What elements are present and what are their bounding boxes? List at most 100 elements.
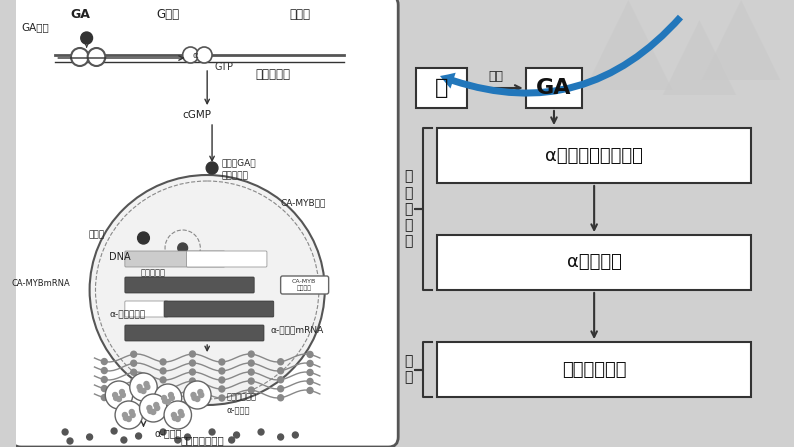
Circle shape xyxy=(160,368,166,374)
Circle shape xyxy=(233,432,240,438)
Text: 活化的GA信: 活化的GA信 xyxy=(222,158,256,167)
Circle shape xyxy=(137,384,142,389)
Text: GA: GA xyxy=(536,78,572,98)
Text: 转录和加工: 转录和加工 xyxy=(141,268,166,277)
Circle shape xyxy=(190,360,195,366)
Circle shape xyxy=(119,389,125,395)
Text: CA-MYB
转录因子: CA-MYB 转录因子 xyxy=(292,279,316,291)
Circle shape xyxy=(183,47,198,63)
Circle shape xyxy=(130,413,135,417)
Circle shape xyxy=(160,395,166,401)
Circle shape xyxy=(160,377,166,383)
Text: 胚: 胚 xyxy=(434,78,448,98)
Circle shape xyxy=(126,417,131,422)
Circle shape xyxy=(131,387,137,393)
Text: α－淀粉酶基因表达: α－淀粉酶基因表达 xyxy=(545,147,643,164)
Circle shape xyxy=(191,392,196,397)
Polygon shape xyxy=(663,20,736,95)
FancyBboxPatch shape xyxy=(125,251,225,267)
FancyBboxPatch shape xyxy=(280,276,329,294)
FancyBboxPatch shape xyxy=(125,301,168,317)
Circle shape xyxy=(67,438,73,444)
Circle shape xyxy=(148,409,152,413)
Circle shape xyxy=(117,396,121,401)
Text: 阻遏物: 阻遏物 xyxy=(88,231,104,240)
Circle shape xyxy=(249,387,254,393)
Circle shape xyxy=(151,409,156,414)
Circle shape xyxy=(307,379,313,384)
Circle shape xyxy=(292,432,299,438)
Circle shape xyxy=(175,437,181,443)
Text: 释放: 释放 xyxy=(488,69,503,83)
Circle shape xyxy=(115,401,142,429)
Text: GA: GA xyxy=(70,8,90,21)
Circle shape xyxy=(307,370,313,375)
Text: CA-MYB基因: CA-MYB基因 xyxy=(280,198,326,207)
FancyBboxPatch shape xyxy=(416,68,467,108)
Circle shape xyxy=(172,413,176,417)
Circle shape xyxy=(71,48,89,66)
FancyBboxPatch shape xyxy=(526,68,582,108)
FancyBboxPatch shape xyxy=(125,277,254,293)
Circle shape xyxy=(121,437,127,443)
FancyBboxPatch shape xyxy=(437,235,751,290)
Circle shape xyxy=(106,381,133,409)
Text: 催化淀粉水解: 催化淀粉水解 xyxy=(562,360,626,379)
Circle shape xyxy=(147,405,152,410)
Text: 糊粉层细胞: 糊粉层细胞 xyxy=(256,68,291,81)
Circle shape xyxy=(160,429,166,435)
Circle shape xyxy=(162,396,167,401)
Circle shape xyxy=(175,417,180,422)
Circle shape xyxy=(155,405,160,410)
Polygon shape xyxy=(702,0,781,80)
Circle shape xyxy=(178,243,187,253)
Circle shape xyxy=(114,396,118,401)
Text: α－淀粉酶: α－淀粉酶 xyxy=(567,253,622,271)
Circle shape xyxy=(219,377,225,383)
Text: α-淀粉酶: α-淀粉酶 xyxy=(154,428,182,438)
FancyBboxPatch shape xyxy=(437,128,751,183)
Circle shape xyxy=(249,378,254,384)
Circle shape xyxy=(131,378,137,384)
Circle shape xyxy=(145,384,150,389)
Circle shape xyxy=(219,395,225,401)
Text: α: α xyxy=(193,51,198,59)
Circle shape xyxy=(102,358,107,365)
Circle shape xyxy=(307,351,313,358)
Text: α-淀粉酶: α-淀粉酶 xyxy=(227,406,250,415)
Circle shape xyxy=(144,381,148,387)
Circle shape xyxy=(137,232,149,244)
Circle shape xyxy=(278,395,283,401)
Text: 细胞膜: 细胞膜 xyxy=(290,8,310,21)
Circle shape xyxy=(183,381,211,409)
Text: α-淀粉酶基因: α-淀粉酶基因 xyxy=(110,310,145,319)
Circle shape xyxy=(168,392,173,397)
Circle shape xyxy=(102,367,107,374)
Circle shape xyxy=(179,413,184,417)
FancyBboxPatch shape xyxy=(437,342,751,397)
FancyArrowPatch shape xyxy=(440,15,683,97)
Circle shape xyxy=(129,409,134,414)
Circle shape xyxy=(196,47,212,63)
Circle shape xyxy=(192,396,197,401)
Text: CA-MYBmRNA: CA-MYBmRNA xyxy=(11,278,70,287)
Circle shape xyxy=(111,428,117,434)
Circle shape xyxy=(164,401,191,429)
Text: G蛋白: G蛋白 xyxy=(156,8,179,21)
Circle shape xyxy=(195,396,200,401)
Circle shape xyxy=(206,162,218,174)
Circle shape xyxy=(102,395,107,401)
Circle shape xyxy=(249,369,254,375)
Circle shape xyxy=(121,392,125,397)
Text: 糊
粉
层
细
胞: 糊 粉 层 细 胞 xyxy=(404,169,413,249)
Circle shape xyxy=(131,360,137,366)
FancyBboxPatch shape xyxy=(125,325,264,341)
Circle shape xyxy=(154,384,182,412)
Text: GA受体: GA受体 xyxy=(21,22,48,32)
Circle shape xyxy=(136,433,141,439)
Circle shape xyxy=(179,409,183,414)
Text: 号中间产物: 号中间产物 xyxy=(222,171,249,180)
Circle shape xyxy=(258,429,264,435)
Circle shape xyxy=(123,416,129,421)
Circle shape xyxy=(102,376,107,383)
